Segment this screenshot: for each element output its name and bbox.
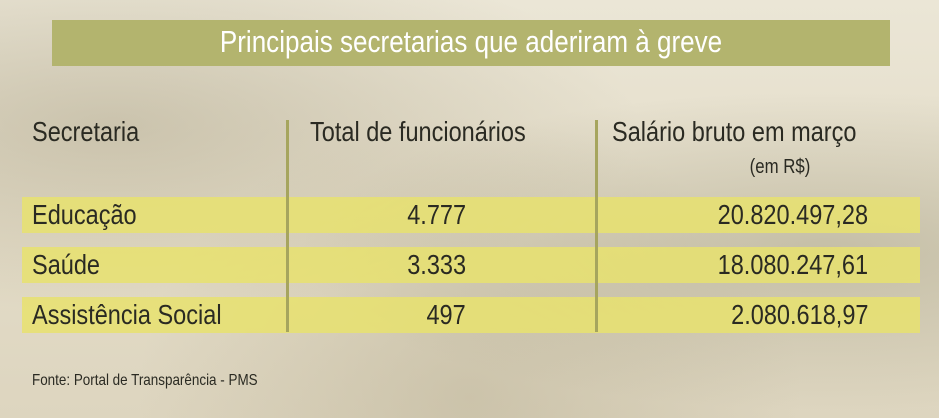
cell: Assistência Social bbox=[32, 299, 222, 330]
column-divider bbox=[286, 120, 289, 332]
cell: 4.777 bbox=[407, 199, 466, 230]
cell: 3.333 bbox=[407, 249, 466, 280]
source: Fonte: Portal de Transparência - PMS bbox=[32, 372, 258, 389]
cell: Saúde bbox=[32, 249, 101, 280]
row-band bbox=[22, 197, 920, 233]
column-header: Secretaria bbox=[32, 116, 140, 147]
cell: 2.080.618,97 bbox=[730, 299, 868, 330]
column-header: Salário bruto em março bbox=[612, 116, 857, 147]
cell: Educação bbox=[32, 199, 137, 230]
header-note: (em R$) bbox=[749, 156, 811, 178]
cell: 497 bbox=[426, 299, 466, 330]
title-bar bbox=[52, 20, 890, 66]
column-divider bbox=[595, 120, 598, 332]
row-band bbox=[22, 247, 920, 283]
column-header: Total de funcionários bbox=[310, 116, 526, 147]
title: Principais secretarias que aderiram à gr… bbox=[219, 24, 723, 59]
row-band bbox=[22, 297, 920, 333]
cell: 18.080.247,61 bbox=[717, 249, 868, 280]
cell: 20.820.497,28 bbox=[717, 199, 868, 230]
